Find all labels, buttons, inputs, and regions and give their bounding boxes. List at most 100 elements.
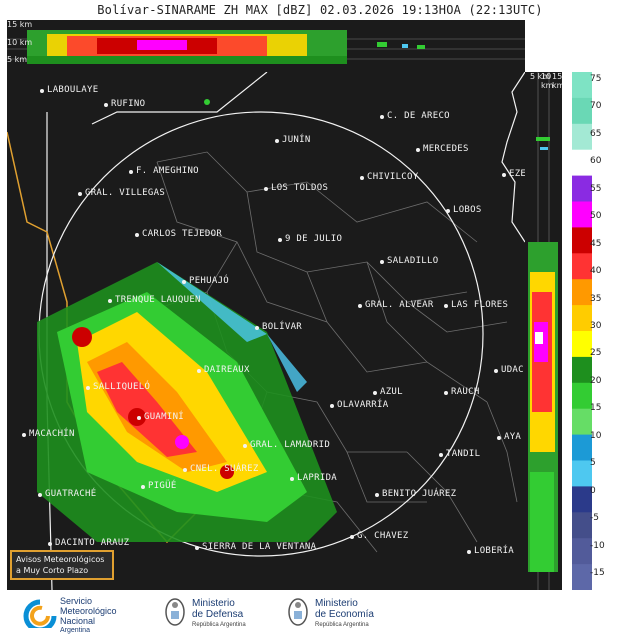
smn-logo-icon (23, 599, 57, 628)
color-scale-segment (572, 382, 592, 410)
color-scale-tick-label: 30 (590, 321, 602, 331)
footer: Servicio Meteorológico Nacional Argentin… (0, 590, 640, 638)
color-scale-tick-label: 20 (590, 375, 602, 386)
city-label: LOS TOLDOS (263, 183, 329, 193)
right-xs-label-5km: 5 km (530, 72, 551, 81)
city-label: CNEL. SUÁREZ (183, 464, 259, 474)
smn-name: Servicio Meteorológico Nacional Argentin… (60, 596, 117, 634)
color-scale-segment (572, 305, 592, 332)
right-xs-label-15km: 15 km (552, 72, 562, 90)
city-label: SALADILLO (379, 256, 439, 266)
color-scale-segment (572, 564, 592, 590)
color-scale-tick-label: 35 (590, 293, 602, 304)
color-scale-segment (572, 434, 592, 461)
city-label: 9 DE JULIO (277, 234, 343, 244)
city-label: SALLIQUELÓ (85, 382, 151, 392)
city-label: MACACHÍN (22, 429, 75, 439)
color-scale-segment (572, 201, 592, 228)
color-scale-tick-label: 45 (590, 238, 602, 249)
city-label: JUNÍN (275, 135, 311, 145)
top-cross-section-plot (7, 30, 525, 64)
precipitation-echoes (37, 99, 337, 542)
city-label: LABOULAYE (39, 85, 99, 95)
city-label: G. CHAVEZ (349, 531, 409, 541)
color-scale-tick-label: 0 (590, 485, 596, 496)
color-scale-tick-label: 70 (590, 101, 602, 112)
top-xs-label-5km: 5 km (7, 55, 28, 64)
city-label: SIERRA DE LA VENTANA (194, 542, 317, 552)
color-scale-segment (572, 486, 592, 513)
color-scale-tick-label: 10 (590, 430, 602, 441)
color-scale-tick-label: 75 (590, 74, 602, 84)
city-label: GRAL. LAMADRID (242, 440, 331, 450)
right-cross-section-plot (528, 72, 558, 590)
color-scale-tick-label: -15 (590, 568, 605, 578)
ministerio-defensa: Ministerio de Defensa República Argentin… (192, 598, 246, 628)
city-label: UDAC (494, 365, 524, 375)
color-scale-bar (572, 72, 592, 590)
radar-map[interactable]: LABOULAYE RUFINO C. DE ARECO JUNÍN MERCE… (7, 72, 525, 590)
city-label: EZE (501, 169, 525, 179)
color-scale-tick-label: 55 (590, 183, 602, 194)
city-label: AZUL (373, 387, 403, 397)
color-scale-segment (572, 512, 592, 539)
city-label: RUFINO (103, 99, 146, 109)
color-scale-segment (572, 538, 592, 565)
city-label: MERCEDES (416, 144, 469, 154)
avisos-line1: Avisos Meteorológicos (16, 555, 105, 564)
color-scale-tick-label: 60 (590, 156, 602, 167)
city-label: TRENQUE LAUQUEN (108, 295, 201, 305)
ministerio-economia: Ministerio de Economía República Argenti… (315, 598, 374, 628)
city-label: CARLOS TEJEDOR (134, 229, 223, 239)
city-label: PEHUAJÓ (181, 276, 230, 286)
color-scale-tick-label: 50 (590, 211, 602, 222)
radar-map-canvas (7, 72, 525, 590)
color-scale-segment (572, 253, 592, 280)
city-label: LAS FLORES (443, 300, 509, 310)
city-label: F. AMEGHINO (129, 166, 199, 176)
city-label: BOLÍVAR (254, 322, 303, 332)
color-scale-tick-label: -10 (590, 540, 605, 551)
argentina-seal-icon (288, 598, 308, 626)
city-label: DACINTO ARAUZ (47, 538, 130, 548)
color-scale-segment (572, 72, 592, 99)
top-xs-label-15km: 15 km (7, 20, 33, 29)
color-scale-segment (572, 175, 592, 202)
city-label: GUATRACHÉ (37, 489, 97, 499)
city-label: GUAMINÍ (136, 412, 185, 422)
city-label: LOBOS (446, 205, 482, 215)
city-label: TANDIL (438, 449, 481, 459)
coastline (501, 72, 525, 243)
color-scale-segment (572, 460, 592, 487)
color-scale-tick-label: 25 (590, 348, 602, 359)
right-cross-section: 5 km 10 km 15 km (525, 72, 562, 590)
color-scale-segment (572, 227, 592, 254)
city-label: BENITO JUÁREZ (374, 489, 457, 499)
color-scale-tick-label: 5 (590, 458, 596, 469)
city-label: GRAL. VILLEGAS (77, 188, 166, 198)
dbz-color-scale: 75 70 65 60 55 50 45 40 35 30 25 20 15 10 5 0 -5 -10 -15 (565, 72, 640, 590)
color-scale-tick-label: 40 (590, 266, 602, 277)
city-label: C. DE ARECO (380, 111, 450, 121)
city-label: LAPRIDA (289, 473, 338, 483)
right-xs-label-10km: 10 km (541, 72, 554, 90)
color-scale-segment (572, 149, 592, 177)
city-label: OLAVARRÍA (329, 400, 389, 410)
province-border-north (91, 72, 268, 125)
city-label: AYA (496, 432, 522, 442)
top-xs-label-10km: 10 km (7, 38, 33, 47)
city-label: PIGÜÉ (141, 481, 177, 491)
color-scale-tick-label: -5 (590, 513, 599, 524)
argentina-seal-icon (165, 598, 185, 626)
color-scale-segment (572, 331, 592, 358)
color-scale-segment (572, 279, 592, 306)
top-cross-section: 15 km 10 km 5 km (7, 20, 525, 72)
map-title: Bolívar-SINARAME ZH MAX [dBZ] 02.03.2026… (97, 3, 543, 17)
color-scale-segment (572, 123, 592, 151)
avisos-meteorologicos-button[interactable]: Avisos Meteorológicos a Muy Corto Plazo (10, 550, 114, 580)
color-scale-tick-label: 65 (590, 128, 602, 139)
color-scale-segment (572, 97, 592, 125)
city-label: DAIREAUX (197, 365, 250, 375)
city-label: GRAL. ALVEAR (358, 300, 434, 310)
city-label: RAUCH (444, 387, 480, 397)
